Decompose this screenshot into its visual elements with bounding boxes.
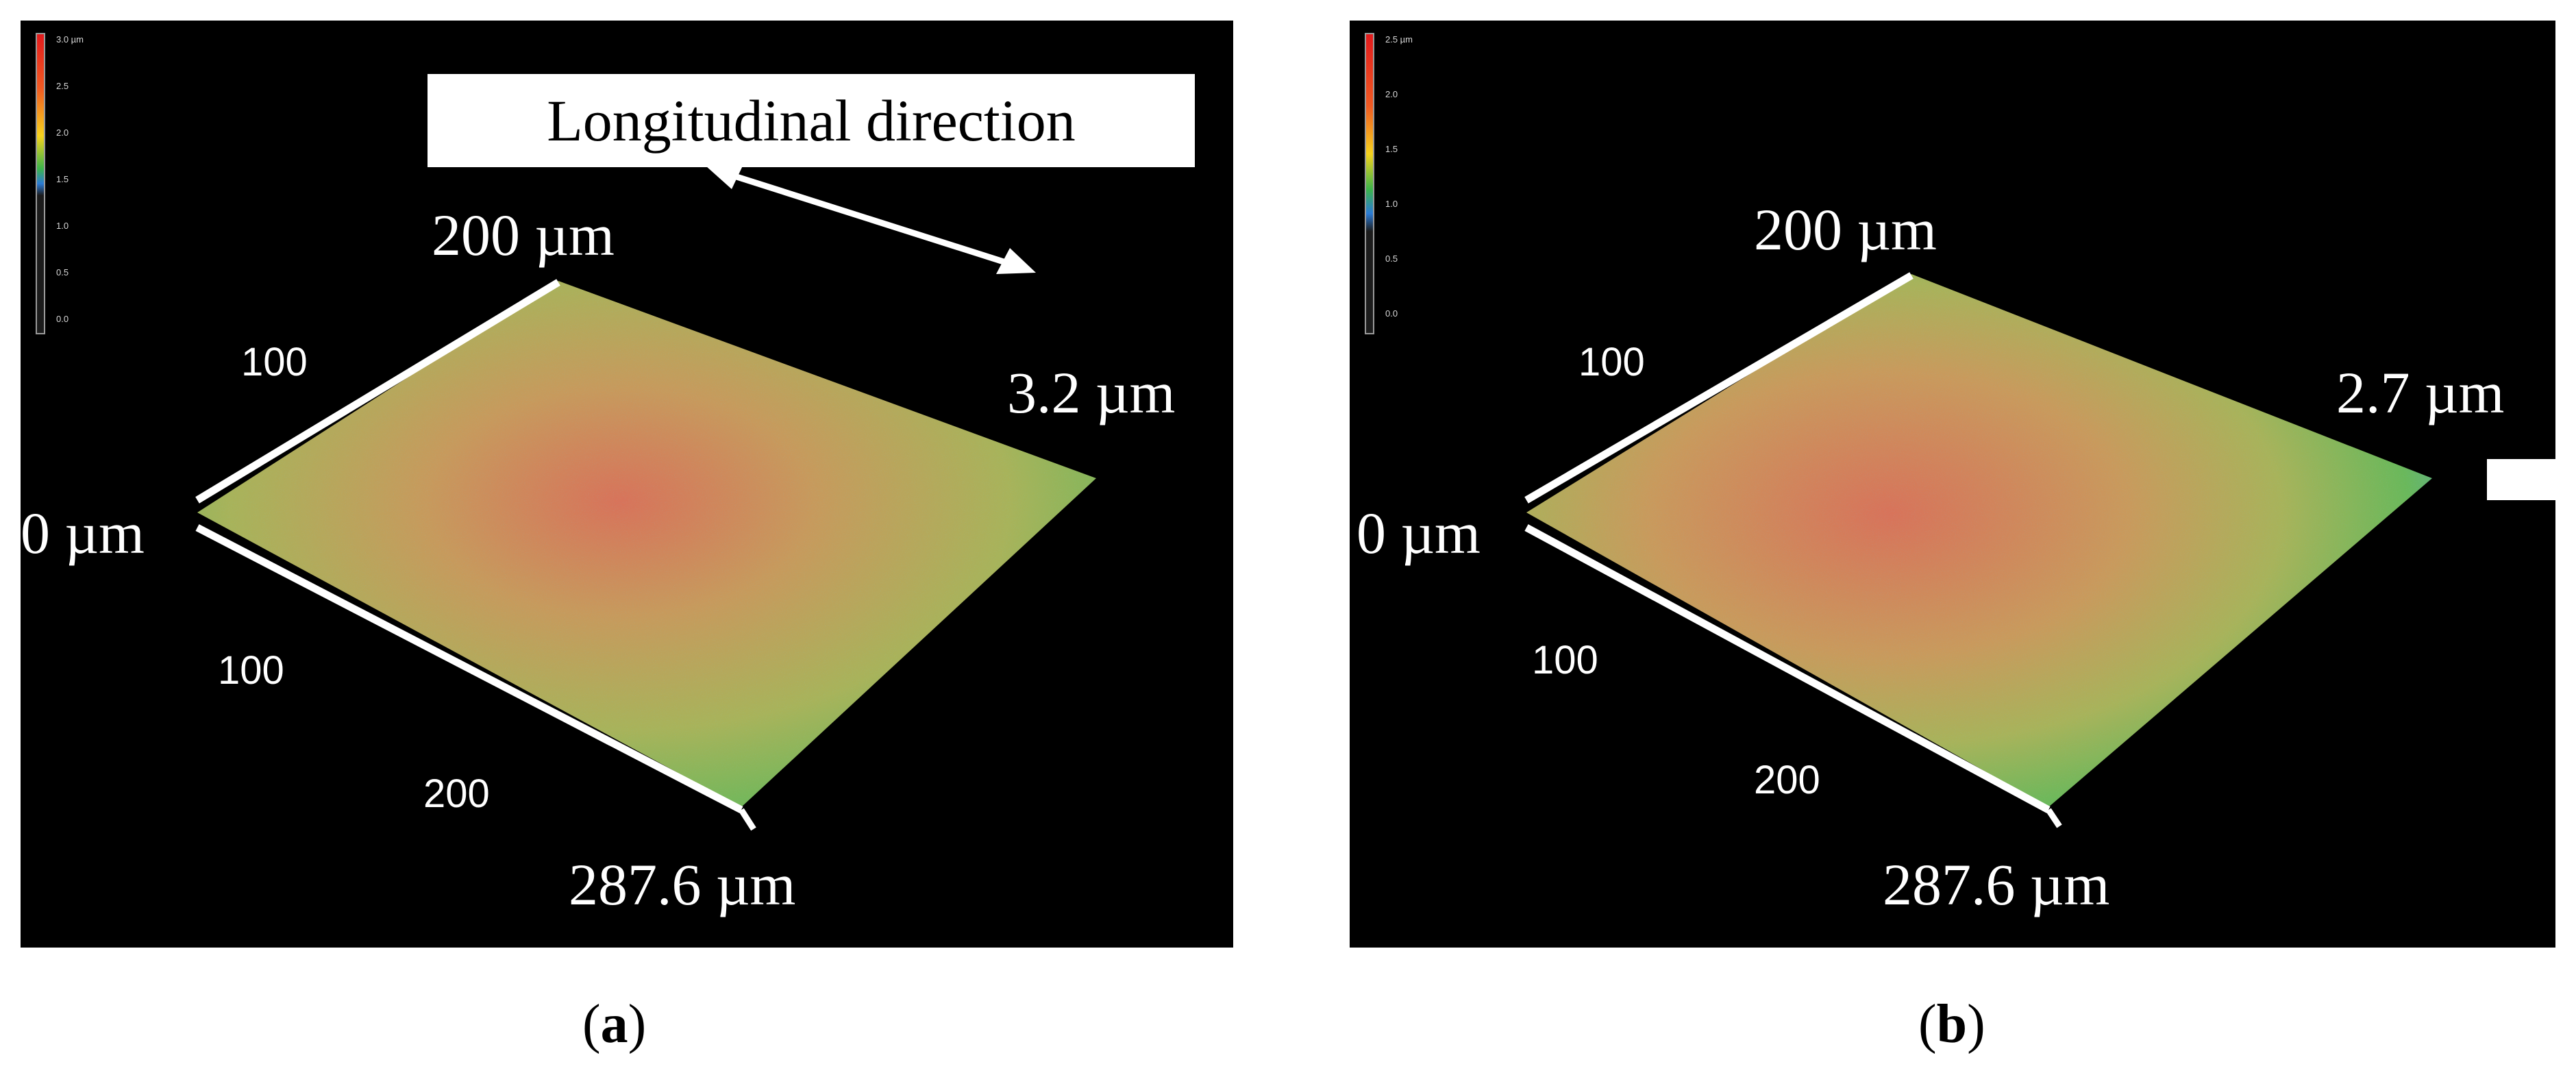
caption-a: (a) (582, 994, 647, 1054)
front-axis-end-tick-a (739, 808, 756, 831)
front-axis-end-label-b: 287.6 µm (1883, 852, 2110, 917)
top-axis-end-label-a: 200 µm (432, 202, 615, 268)
front-axis-tick-a-1: 200 (423, 771, 490, 816)
surface-texture-b (1526, 274, 2432, 807)
height-label-b: 2.7 µm (2336, 360, 2505, 425)
colorbar-tick-a-2: 2.0 (56, 127, 69, 138)
direction-arrow-head-left-a (706, 163, 744, 189)
colorbar-tick-a-5: 0.5 (56, 267, 69, 277)
colorbar-tick-b-1: 2.0 (1385, 89, 1398, 99)
surface-texture-a (197, 281, 1096, 807)
height-label-a: 3.2 µm (1007, 360, 1176, 425)
surface-image-b: 2.5 µm 2.0 1.5 1.0 0.5 0.0 200 µm 100 2.… (1350, 21, 2555, 948)
front-axis-line-a (195, 524, 743, 813)
front-axis-tick-a-0: 100 (218, 648, 284, 693)
surface-plot-b (1524, 272, 2555, 828)
surface-image-a: 3.0 µm 2.5 2.0 1.5 1.0 0.5 0.0 Longitudi… (21, 21, 1233, 948)
top-axis-tick-a: 100 (241, 340, 308, 384)
caption-b: (b) (1918, 994, 1985, 1054)
top-axis-line-b (1524, 272, 1914, 504)
origin-label-b: 0 µm (1357, 500, 1481, 566)
colorbar-b: 2.5 µm 2.0 1.5 1.0 0.5 0.0 (1358, 33, 1415, 334)
top-axis-tick-b: 100 (1578, 340, 1645, 384)
origin-label-a: 0 µm (21, 500, 145, 566)
caption-b-letter: b (1936, 994, 1968, 1054)
direction-arrow-head-right-a (996, 248, 1036, 274)
colorbar-tick-a-0: 3.0 µm (56, 34, 84, 45)
longitudinal-direction-label: Longitudinal direction (428, 74, 1195, 167)
colorbar-tick-a-4: 1.0 (56, 221, 69, 231)
colorbar-tick-b-5: 0.0 (1385, 308, 1398, 319)
colorbar-tick-a-3: 1.5 (56, 174, 69, 184)
image-edge-white-b (2487, 459, 2555, 500)
colorbar-tick-b-2: 1.5 (1385, 144, 1398, 154)
colorbar-tick-b-4: 0.5 (1385, 254, 1398, 264)
caption-a-letter: a (600, 994, 628, 1054)
front-axis-end-tick-b (2046, 808, 2062, 828)
colorbar-gradient-b (1365, 33, 1374, 334)
front-axis-tick-b-0: 100 (1532, 638, 1598, 682)
front-axis-tick-b-1: 200 (1754, 758, 1820, 802)
front-axis-end-label-a: 287.6 µm (569, 852, 796, 917)
surface-plot-a (195, 163, 1096, 831)
top-axis-end-label-b: 200 µm (1754, 197, 1937, 262)
colorbar-tick-b-3: 1.0 (1385, 199, 1398, 209)
top-axis-line-a (195, 279, 560, 504)
front-axis-line-b (1524, 524, 2051, 813)
colorbar-tick-a-1: 2.5 (56, 81, 69, 91)
colorbar-tick-a-6: 0.0 (56, 314, 69, 324)
colorbar-a: 3.0 µm 2.5 2.0 1.5 1.0 0.5 0.0 (29, 33, 86, 334)
direction-arrow-line-a (718, 168, 1022, 271)
colorbar-tick-b-0: 2.5 µm (1385, 34, 1413, 45)
colorbar-gradient-a (36, 33, 45, 334)
